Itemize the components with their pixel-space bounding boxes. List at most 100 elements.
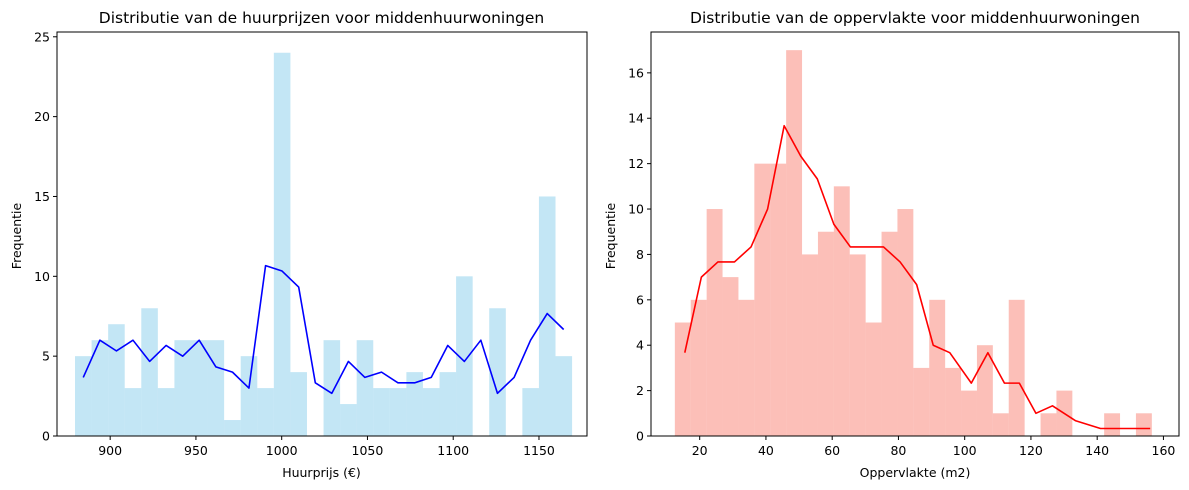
histogram-bar [1104,413,1121,436]
histogram-bar [833,186,850,436]
histogram-bar [75,356,92,436]
histogram-bars [75,52,573,437]
y-tick-label: 20 [34,109,50,124]
x-tick-label: 1150 [523,443,555,458]
histogram-bar [190,340,208,436]
histogram-bar [945,367,962,436]
x-tick-label: 100 [953,443,977,458]
x-tick-label: 1000 [266,443,298,458]
y-tick-label: 10 [628,202,644,217]
chart-huurprijs: Distributie van de huurprijzen voor midd… [9,9,588,480]
histogram-bar [522,388,539,436]
histogram-bar [976,345,993,436]
histogram-bar [406,372,423,436]
histogram-bar [770,163,787,436]
histogram-bar [340,404,357,436]
x-tick-label: 140 [1085,443,1109,458]
y-axis-label: Frequentie [9,203,24,270]
x-tick-label: 950 [184,443,208,458]
density-line [684,124,1151,430]
y-tick-label: 12 [628,156,644,171]
y-tick-label: 2 [636,383,644,398]
histogram-bar [489,308,506,436]
histogram-bar [224,420,241,436]
histogram-bars [674,50,1152,437]
density-line [82,264,565,395]
histogram-bar [290,372,307,436]
y-tick-label: 16 [628,65,644,80]
x-axis-ticks: 900 950 1000 1050 1100 1150 [98,436,555,458]
plot-frame [56,31,588,437]
histogram-bar [722,277,739,436]
histogram-bar [456,276,473,436]
x-tick-label: 160 [1152,443,1176,458]
y-tick-label: 6 [636,292,644,307]
histogram-bar [897,209,914,436]
histogram-bar [555,356,573,436]
y-axis-ticks: 0 5 10 15 20 25 [34,29,57,444]
histogram-bar [706,209,723,436]
histogram-bar [157,388,175,436]
y-tick-label: 5 [42,349,50,364]
histogram-bar [929,299,946,436]
histogram-bar [356,340,374,436]
histogram-bar [738,299,755,436]
chart-title: Distributie van de huurprijzen voor midd… [99,9,544,27]
histogram-bar [373,388,390,436]
x-tick-label: 80 [890,443,906,458]
y-axis-label: Frequentie [603,203,618,270]
histogram-bar [961,390,977,436]
histogram-bar [257,388,274,436]
histogram-bar [849,254,866,436]
density-line-path [684,124,1151,430]
x-tick-label: 1050 [352,443,384,458]
x-tick-label: 120 [1019,443,1043,458]
histogram-bar [1135,413,1152,436]
plot-frame [650,31,1180,437]
histogram-bar [674,322,691,436]
y-tick-label: 25 [34,29,50,44]
histogram-bar [1008,299,1025,436]
x-tick-label: 60 [824,443,840,458]
histogram-bar [389,388,407,436]
histogram-bar [141,308,158,436]
x-tick-label: 1100 [437,443,469,458]
histogram-bar [207,340,225,436]
histogram-bar [865,322,882,436]
histogram-bar [323,340,341,436]
histogram-bar [992,413,1009,436]
y-tick-label: 0 [42,429,50,444]
x-axis-ticks: 20 40 60 80 100 120 140 160 [692,436,1176,458]
histogram-bar [786,50,803,437]
histogram-bar [108,324,125,436]
histogram-bar [690,299,707,436]
y-tick-label: 15 [34,189,50,204]
histogram-bar [439,372,457,436]
y-tick-label: 8 [636,247,644,262]
x-tick-label: 40 [758,443,774,458]
x-tick-label: 20 [692,443,708,458]
histogram-bar [881,231,898,436]
y-tick-label: 10 [34,269,50,284]
histogram-bar [802,254,818,436]
histogram-bar [124,388,142,436]
histogram-bar [538,196,556,436]
histogram-bar [913,367,930,436]
chart-oppervlakte: Distributie van de oppervlakte voor midd… [603,9,1180,480]
x-axis-label: Oppervlakte (m2) [860,465,971,480]
y-axis-ticks: 0 2 4 6 8 10 12 14 16 [628,65,651,444]
y-tick-label: 0 [636,429,644,444]
histogram-bar [1040,413,1057,436]
histogram-bar [91,340,109,436]
x-tick-label: 900 [98,443,122,458]
y-tick-label: 14 [628,111,644,126]
histogram-bar [817,231,834,436]
histogram-bar [422,388,440,436]
histogram-bar [273,52,291,437]
y-tick-label: 4 [636,338,644,353]
histogram-bar [174,340,191,436]
density-line-path [82,264,565,395]
x-axis-label: Huurprijs (€) [282,465,361,480]
chart-title: Distributie van de oppervlakte voor midd… [690,9,1140,27]
